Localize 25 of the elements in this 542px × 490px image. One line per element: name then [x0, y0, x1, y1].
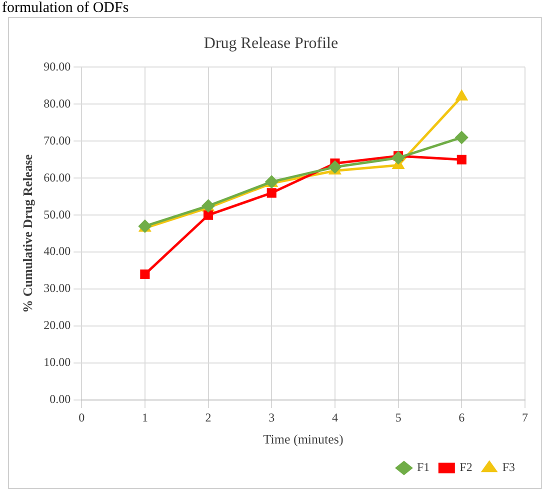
- x-tick-label: 0: [78, 410, 85, 424]
- x-tick-label: 6: [458, 410, 465, 424]
- y-tick-label: 90.00: [44, 59, 71, 74]
- x-axis-title: Time (minutes): [263, 432, 344, 447]
- y-tick-label: 50.00: [44, 207, 71, 222]
- x-tick-label: 3: [268, 410, 275, 424]
- y-tick-label: 20.00: [44, 318, 71, 332]
- y-tick-label: 0.00: [50, 392, 71, 406]
- x-tick-label: 2: [205, 410, 212, 424]
- x-tick-label: 1: [142, 410, 148, 424]
- y-tick-label: 70.00: [44, 133, 71, 148]
- y-tick-label: 40.00: [44, 244, 71, 258]
- y-tick-label: 60.00: [44, 170, 71, 184]
- text: formulation of ODFs: [2, 0, 129, 16]
- legend-label: F1: [416, 460, 430, 474]
- legend-label: F2: [460, 460, 472, 474]
- y-tick-label: 10.00: [44, 355, 71, 370]
- x-tick-label: 4: [332, 410, 338, 424]
- y-tick-label: 30.00: [44, 281, 71, 296]
- x-tick-label: 5: [395, 410, 402, 424]
- legend-label: F3: [502, 460, 516, 474]
- x-tick-label: 7: [522, 410, 528, 424]
- chart-title: Drug Release Profile: [204, 34, 338, 52]
- y-axis-title: % Cumulative Drug Release: [20, 154, 36, 313]
- y-tick-label: 80.00: [44, 96, 71, 110]
